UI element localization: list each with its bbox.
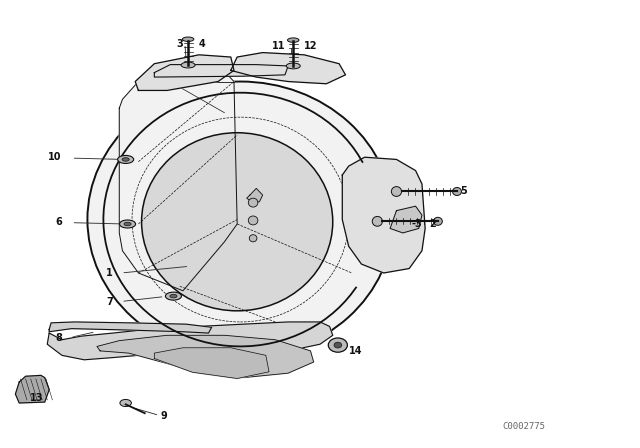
Text: 5: 5 [460,185,467,196]
Polygon shape [231,52,346,84]
Polygon shape [154,65,288,77]
Ellipse shape [170,294,177,298]
Text: 6: 6 [55,217,62,227]
Ellipse shape [165,292,182,300]
Text: 1: 1 [106,268,113,278]
Text: 9: 9 [161,411,168,421]
Polygon shape [47,322,333,360]
Text: 14: 14 [349,346,362,356]
Text: 4: 4 [199,39,205,49]
Text: 12: 12 [304,41,317,51]
Ellipse shape [118,155,134,164]
Ellipse shape [141,133,333,311]
Text: 7: 7 [106,297,113,307]
Ellipse shape [181,62,195,68]
Text: 11: 11 [271,41,285,51]
Polygon shape [342,157,425,273]
Ellipse shape [433,217,442,225]
Text: 3: 3 [176,39,183,49]
Ellipse shape [124,222,131,226]
Polygon shape [119,73,237,291]
Text: 2: 2 [429,219,436,229]
Ellipse shape [122,158,129,161]
Ellipse shape [328,338,348,352]
Polygon shape [390,206,422,233]
Ellipse shape [286,63,300,69]
Ellipse shape [452,188,461,195]
Polygon shape [15,375,49,403]
Ellipse shape [182,37,194,42]
Ellipse shape [248,216,258,225]
Ellipse shape [334,342,342,348]
Ellipse shape [287,38,299,43]
Ellipse shape [120,220,136,228]
Ellipse shape [248,198,258,207]
Polygon shape [154,348,269,379]
Ellipse shape [372,216,383,226]
Polygon shape [49,322,212,333]
Polygon shape [246,188,262,202]
Text: C0002775: C0002775 [502,422,545,431]
Ellipse shape [120,400,131,406]
Ellipse shape [392,187,401,196]
Polygon shape [135,55,234,90]
Text: -3: -3 [412,219,422,229]
Ellipse shape [88,82,394,358]
Text: 13: 13 [29,392,43,403]
Text: 10: 10 [49,152,62,162]
Polygon shape [97,335,314,378]
Text: 8: 8 [55,332,62,343]
Ellipse shape [249,235,257,242]
